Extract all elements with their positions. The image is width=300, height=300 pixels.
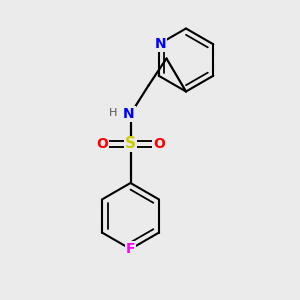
Text: O: O	[96, 137, 108, 151]
Text: S: S	[125, 136, 136, 152]
Text: H: H	[109, 107, 118, 118]
Text: N: N	[123, 107, 135, 121]
Text: O: O	[153, 137, 165, 151]
Text: N: N	[154, 37, 166, 51]
Text: F: F	[126, 242, 135, 256]
